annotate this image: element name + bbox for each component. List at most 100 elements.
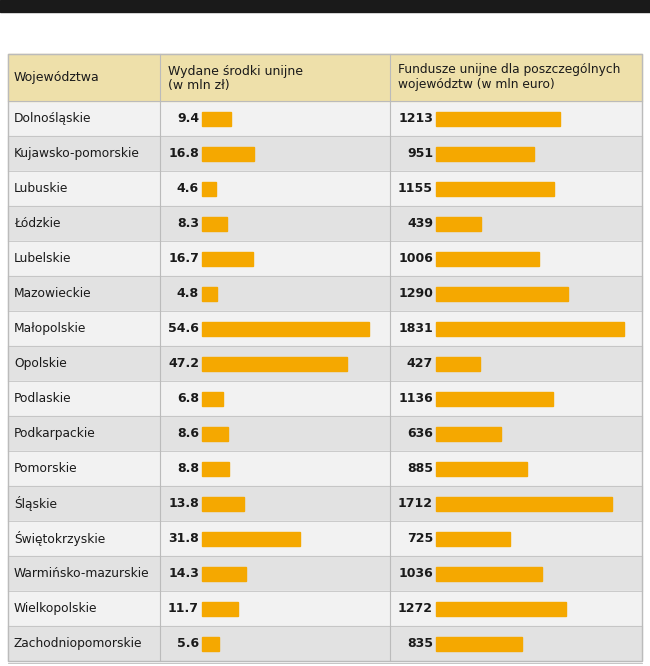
Text: 1712: 1712 [398, 497, 433, 510]
Bar [436, 567, 542, 581]
Text: 427: 427 [407, 357, 433, 370]
Text: Województwa: Województwa [14, 71, 99, 84]
Text: 1136: 1136 [398, 392, 433, 405]
Bar [8, 171, 642, 206]
Bar [8, 381, 642, 416]
Bar [436, 426, 501, 440]
Text: Kujawsko-pomorskie: Kujawsko-pomorskie [14, 147, 140, 160]
Bar [8, 486, 642, 521]
Text: 1036: 1036 [398, 567, 433, 580]
Bar [436, 286, 568, 300]
Bar [436, 356, 480, 370]
Text: Łódzkie: Łódzkie [14, 217, 60, 230]
Bar [202, 462, 229, 476]
Bar [202, 426, 228, 440]
Bar [436, 392, 552, 406]
Text: 1155: 1155 [398, 182, 433, 195]
Text: województw (w mln euro): województw (w mln euro) [398, 78, 554, 91]
Bar [436, 462, 526, 476]
Text: 4.6: 4.6 [177, 182, 199, 195]
Bar [436, 322, 624, 336]
Text: Lubuskie: Lubuskie [14, 182, 68, 195]
Bar [202, 182, 216, 196]
Text: 8.8: 8.8 [177, 462, 199, 475]
Bar [202, 111, 231, 125]
Text: Warmińsko-mazurskie: Warmińsko-mazurskie [14, 567, 150, 580]
Text: Małopolskie: Małopolskie [14, 322, 86, 335]
Bar [436, 216, 481, 230]
Bar [8, 556, 642, 591]
Text: 11.7: 11.7 [168, 602, 199, 615]
Bar [8, 206, 642, 241]
Text: Wydane środki unijne: Wydane środki unijne [168, 65, 303, 78]
Text: 1006: 1006 [398, 252, 433, 265]
Bar [8, 311, 642, 346]
Bar [8, 276, 642, 311]
Bar [202, 496, 244, 511]
Text: 14.3: 14.3 [168, 567, 199, 580]
Text: 16.7: 16.7 [168, 252, 199, 265]
Text: 725: 725 [407, 532, 433, 545]
Bar [436, 601, 566, 615]
Bar [202, 356, 346, 370]
Bar [436, 182, 554, 196]
Bar [202, 531, 300, 545]
Bar [8, 101, 642, 136]
Bar [8, 416, 642, 451]
Bar [436, 531, 510, 545]
Text: 8.3: 8.3 [177, 217, 199, 230]
Text: Pomorskie: Pomorskie [14, 462, 77, 475]
Text: 8.6: 8.6 [177, 427, 199, 440]
Bar [8, 626, 642, 661]
Text: 439: 439 [407, 217, 433, 230]
Text: 885: 885 [407, 462, 433, 475]
Bar [202, 252, 254, 266]
Text: 1213: 1213 [398, 112, 433, 125]
Bar [8, 241, 642, 276]
Text: 31.8: 31.8 [168, 532, 199, 545]
Bar [202, 322, 369, 336]
Text: 1272: 1272 [398, 602, 433, 615]
Bar [8, 591, 642, 626]
Bar [202, 637, 219, 651]
Text: 636: 636 [407, 427, 433, 440]
Bar [202, 601, 238, 615]
Bar [202, 392, 223, 406]
Text: Opolskie: Opolskie [14, 357, 67, 370]
Text: Podlaskie: Podlaskie [14, 392, 72, 405]
Bar [8, 54, 642, 101]
Text: 47.2: 47.2 [168, 357, 199, 370]
Text: Wielkopolskie: Wielkopolskie [14, 602, 98, 615]
Bar [202, 286, 216, 300]
Bar [436, 252, 540, 266]
Bar [8, 451, 642, 486]
Text: 13.8: 13.8 [168, 497, 199, 510]
Bar [436, 111, 560, 125]
Bar [8, 521, 642, 556]
Bar [202, 147, 254, 161]
Bar [0, 0, 650, 12]
Text: 5.6: 5.6 [177, 637, 199, 650]
Text: 9.4: 9.4 [177, 112, 199, 125]
Text: 1831: 1831 [398, 322, 433, 335]
Text: 6.8: 6.8 [177, 392, 199, 405]
Text: 951: 951 [407, 147, 433, 160]
Text: Dolnośląskie: Dolnośląskie [14, 112, 92, 125]
Text: Śląskie: Śląskie [14, 496, 57, 511]
Text: Lubelskie: Lubelskie [14, 252, 72, 265]
Text: Fundusze unijne dla poszczególnych: Fundusze unijne dla poszczególnych [398, 63, 620, 76]
Text: (w mln zł): (w mln zł) [168, 79, 229, 92]
Text: 4.8: 4.8 [177, 287, 199, 300]
Bar [436, 637, 522, 651]
Text: Świętokrzyskie: Świętokrzyskie [14, 531, 105, 546]
Bar [202, 567, 246, 581]
Text: 16.8: 16.8 [168, 147, 199, 160]
Text: Podkarpackie: Podkarpackie [14, 427, 96, 440]
Bar [436, 496, 612, 511]
Bar [436, 147, 534, 161]
Text: 835: 835 [407, 637, 433, 650]
Text: Mazowieckie: Mazowieckie [14, 287, 92, 300]
Text: 1290: 1290 [398, 287, 433, 300]
Bar [8, 136, 642, 171]
Bar [202, 216, 228, 230]
